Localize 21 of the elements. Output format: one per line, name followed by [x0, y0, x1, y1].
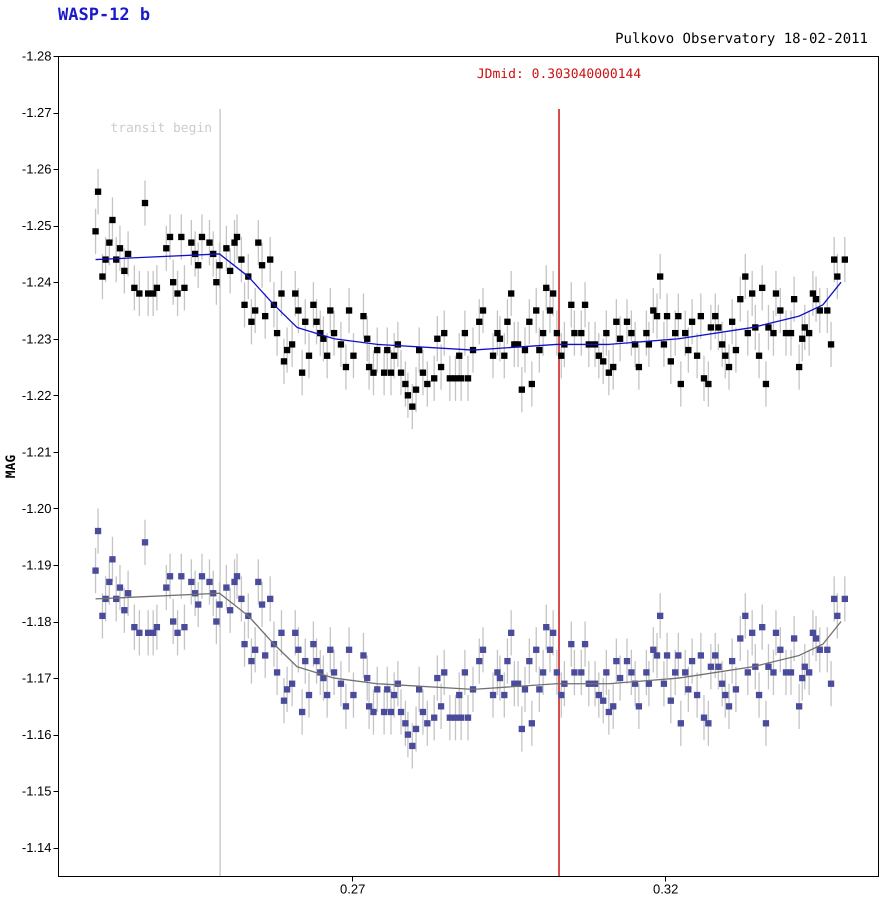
chart-title: WASP-12 b — [58, 5, 150, 25]
y-tick-label: -1.25 — [22, 218, 52, 234]
y-tick-label: -1.16 — [22, 727, 52, 742]
ref-line-label: JDmid: 0.303040000144 — [476, 67, 642, 82]
x-tick-label: 0.27 — [340, 882, 366, 896]
y-axis-title: MAG — [4, 454, 19, 478]
y-tick-label: -1.14 — [22, 840, 52, 856]
y-tick-label: -1.27 — [22, 105, 52, 120]
y-tick-label: -1.20 — [22, 500, 52, 516]
y-tick-label: -1.23 — [22, 331, 52, 346]
y-tick-label: -1.24 — [22, 274, 52, 290]
y-tick-label: -1.19 — [22, 557, 52, 572]
chart-subtitle: Pulkovo Observatory 18-02-2011 — [615, 31, 868, 47]
y-tick-label: -1.26 — [22, 162, 52, 177]
y-tick-label: -1.21 — [22, 444, 52, 460]
y-tick-label: -1.18 — [22, 614, 52, 630]
y-tick-label: -1.17 — [22, 670, 52, 686]
y-tick-label: -1.22 — [22, 388, 52, 403]
y-tick-label: -1.28 — [22, 48, 52, 64]
x-tick-label: 0.32 — [653, 882, 678, 896]
y-tick-label: -1.15 — [22, 784, 52, 799]
